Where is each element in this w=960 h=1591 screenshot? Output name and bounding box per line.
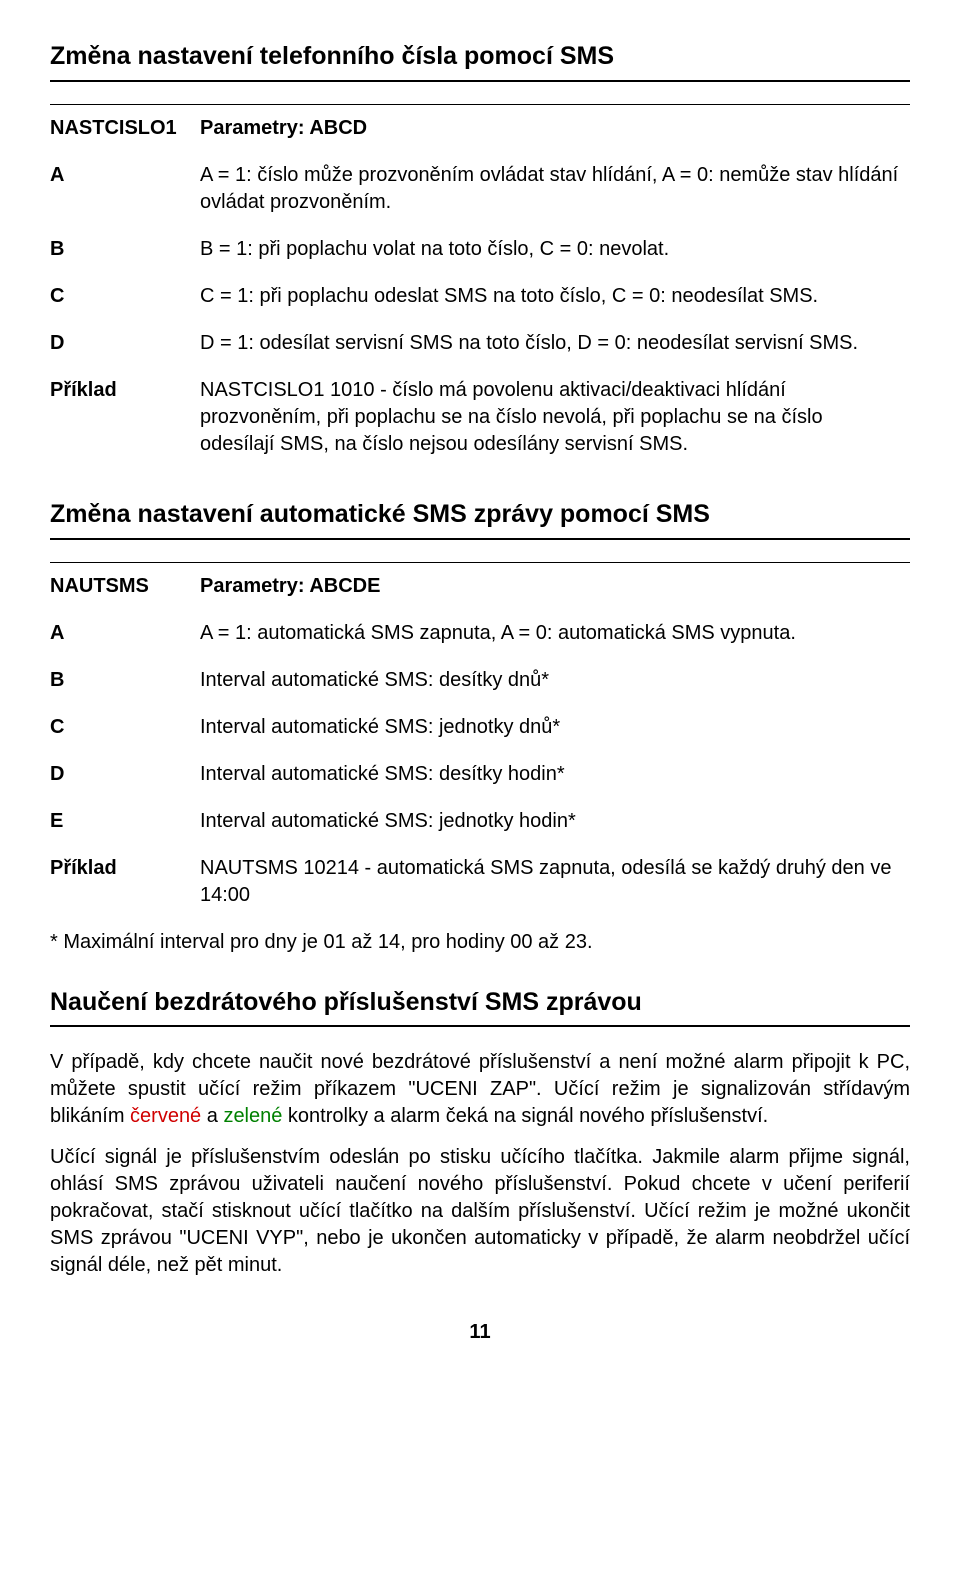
section1-table: NASTCISLO1Parametry: ABCDAA = 1: číslo m… [50,104,910,468]
table-row: CInterval automatické SMS: jednotky dnů* [50,704,910,751]
param-value: Parametry: ABCDE [200,562,910,610]
param-key: D [50,320,200,367]
section1-title: Změna nastavení telefonního čísla pomocí… [50,40,910,82]
param-key: Příklad [50,845,200,919]
table-row: CC = 1: při poplachu odeslat SMS na toto… [50,273,910,320]
table-row: AA = 1: číslo může prozvoněním ovládat s… [50,152,910,226]
param-key: D [50,751,200,798]
table-row: BB = 1: při poplachu volat na toto číslo… [50,226,910,273]
param-key: E [50,798,200,845]
table-row: PříkladNAUTSMS 10214 - automatická SMS z… [50,845,910,919]
table-row: AA = 1: automatická SMS zapnuta, A = 0: … [50,610,910,657]
section3-para2: Učící signál je příslušenstvím odeslán p… [50,1144,910,1279]
param-value: Parametry: ABCD [200,104,910,152]
section3-para1: V případě, kdy chcete naučit nové bezdrá… [50,1049,910,1130]
param-key: C [50,704,200,751]
table-row: NAUTSMSParametry: ABCDE [50,562,910,610]
param-key: Příklad [50,367,200,468]
para1-mid: a [201,1105,223,1127]
page-number: 11 [50,1319,910,1346]
param-key: A [50,610,200,657]
param-value: Interval automatické SMS: desítky hodin* [200,751,910,798]
table-row: NASTCISLO1Parametry: ABCD [50,104,910,152]
section2-note: * Maximální interval pro dny je 01 až 14… [50,929,910,956]
para1-green: zelené [223,1105,282,1127]
section2-table: NAUTSMSParametry: ABCDEAA = 1: automatic… [50,562,910,919]
param-key: B [50,657,200,704]
table-row: DInterval automatické SMS: desítky hodin… [50,751,910,798]
param-value: B = 1: při poplachu volat na toto číslo,… [200,226,910,273]
param-value: Interval automatické SMS: desítky dnů* [200,657,910,704]
para1-red: červené [130,1105,201,1127]
param-value: NAUTSMS 10214 - automatická SMS zapnuta,… [200,845,910,919]
table-row: PříkladNASTCISLO1 1010 - číslo má povole… [50,367,910,468]
param-key: C [50,273,200,320]
param-value: A = 1: číslo může prozvoněním ovládat st… [200,152,910,226]
param-value: C = 1: při poplachu odeslat SMS na toto … [200,273,910,320]
param-key: A [50,152,200,226]
param-key: NAUTSMS [50,562,200,610]
section2-title: Změna nastavení automatické SMS zprávy p… [50,498,910,540]
param-key: B [50,226,200,273]
table-row: BInterval automatické SMS: desítky dnů* [50,657,910,704]
param-value: Interval automatické SMS: jednotky dnů* [200,704,910,751]
param-value: D = 1: odesílat servisní SMS na toto čís… [200,320,910,367]
table-row: DD = 1: odesílat servisní SMS na toto čí… [50,320,910,367]
para1-post: kontrolky a alarm čeká na signál nového … [282,1105,768,1127]
param-value: A = 1: automatická SMS zapnuta, A = 0: a… [200,610,910,657]
param-value: Interval automatické SMS: jednotky hodin… [200,798,910,845]
param-value: NASTCISLO1 1010 - číslo má povolenu akti… [200,367,910,468]
table-row: EInterval automatické SMS: jednotky hodi… [50,798,910,845]
section3-title: Naučení bezdrátového příslušenství SMS z… [50,986,910,1028]
param-key: NASTCISLO1 [50,104,200,152]
